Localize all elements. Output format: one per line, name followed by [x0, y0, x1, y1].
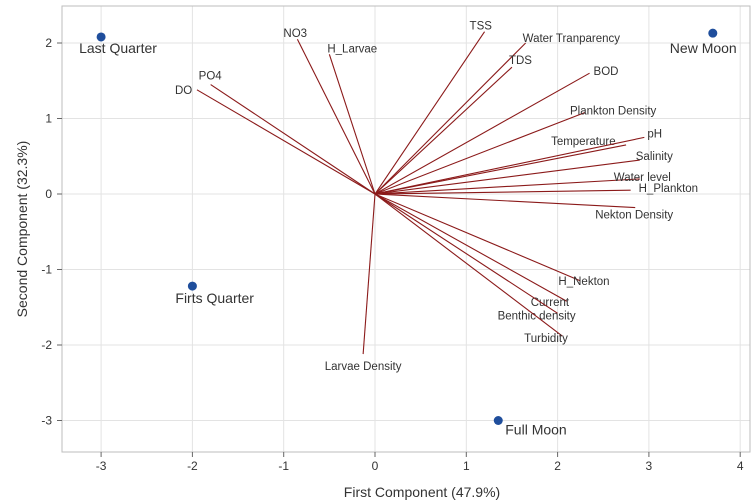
vector-line-po4 [210, 84, 376, 195]
vector-line-nekton-density [374, 193, 636, 209]
observation-point-firts-quarter [187, 281, 197, 291]
vector-line-h-nekton [374, 193, 581, 282]
vector-label-do: DO [175, 85, 192, 97]
vector-label-water-level: Water level [614, 172, 671, 184]
vector-line-no3 [296, 38, 376, 195]
vector-label-turbidity: Turbidity [524, 333, 568, 345]
x-axis-title: First Component (47.9%) [344, 484, 500, 500]
loading-vectors: NO3 H_Larvae PO4 DO TSS Water Tranparency TDS B… [175, 21, 698, 373]
vector-line-salinity [374, 159, 640, 195]
vector-line-h-larvae [328, 54, 376, 195]
vector-line-larvae-density [362, 193, 376, 355]
observation-point-full-moon [493, 416, 503, 425]
x-tick-label: 2 [554, 459, 561, 473]
vector-label-current: Current [531, 297, 570, 309]
x-tick-label: 4 [737, 459, 744, 473]
grid-lines [62, 6, 750, 452]
vector-line-tds [374, 66, 513, 195]
vector-label-po4: PO4 [199, 71, 223, 83]
vector-line-ph [374, 136, 645, 195]
vector-label-tss: TSS [470, 21, 493, 33]
vector-label-h-larvae: H_Larvae [327, 43, 377, 55]
y-tick-label: 1 [45, 112, 52, 126]
vector-label-temperature: Temperature [551, 136, 616, 148]
vector-label-bod: BOD [594, 66, 619, 78]
vector-line-water-level [374, 178, 640, 195]
observation-points: Last Quarter New Moon Firts Quarter Full Mo… [79, 28, 737, 438]
vector-label-no3: NO3 [283, 28, 307, 40]
vector-label-h-nekton: H_Nekton [558, 276, 609, 288]
x-tick-label: -2 [187, 459, 198, 473]
vector-label-salinity: Salinity [636, 151, 673, 163]
vector-line-bod [374, 72, 590, 195]
y-tick-label: -2 [41, 338, 52, 352]
vector-label-tds: TDS [509, 55, 532, 67]
vector-line-tss [374, 31, 486, 195]
vector-line-benthic-density [374, 193, 558, 314]
y-tick-label: -3 [41, 414, 52, 428]
x-tick-label: 3 [646, 459, 653, 473]
observation-point-last-quarter [96, 32, 106, 42]
x-tick-label: 0 [372, 459, 379, 473]
vector-label-ph: pH [647, 128, 662, 140]
y-axis-title: Second Component (32.3%) [14, 141, 30, 318]
observation-label-full-moon: Full Moon [505, 422, 566, 438]
plot-frame [61, 5, 751, 453]
x-tick-label: -3 [96, 459, 107, 473]
y-tick-label: -1 [41, 263, 52, 277]
axis-ticks: -3 -2 -1 0 1 2 3 4 -3 -2 -1 0 1 2 [41, 36, 744, 473]
vector-line-temperature [374, 144, 627, 195]
vector-label-water-tranparency: Water Tranparency [523, 33, 621, 45]
y-tick-label: 2 [45, 36, 52, 50]
vector-line-do [196, 89, 376, 195]
vector-label-plankton-density: Plankton Density [570, 105, 657, 117]
observation-label-firts-quarter: Firts Quarter [175, 290, 254, 306]
vector-line-current [374, 193, 567, 302]
vector-label-h-plankton: H_Plankton [639, 183, 698, 195]
x-tick-label: 1 [463, 459, 470, 473]
observation-label-new-moon: New Moon [670, 40, 737, 56]
observation-point-new-moon [708, 28, 718, 38]
vector-label-larvae-density: Larvae Density [325, 361, 402, 373]
observation-label-last-quarter: Last Quarter [79, 40, 157, 56]
vector-line-turbidity [374, 193, 563, 337]
y-tick-label: 0 [45, 187, 52, 201]
vector-line-h-plankton [374, 189, 631, 195]
vector-line-plankton-density [374, 111, 586, 195]
vector-label-nekton-density: Nekton Density [595, 210, 673, 222]
vector-line-water-tranparency [374, 42, 527, 195]
x-tick-label: -1 [278, 459, 289, 473]
